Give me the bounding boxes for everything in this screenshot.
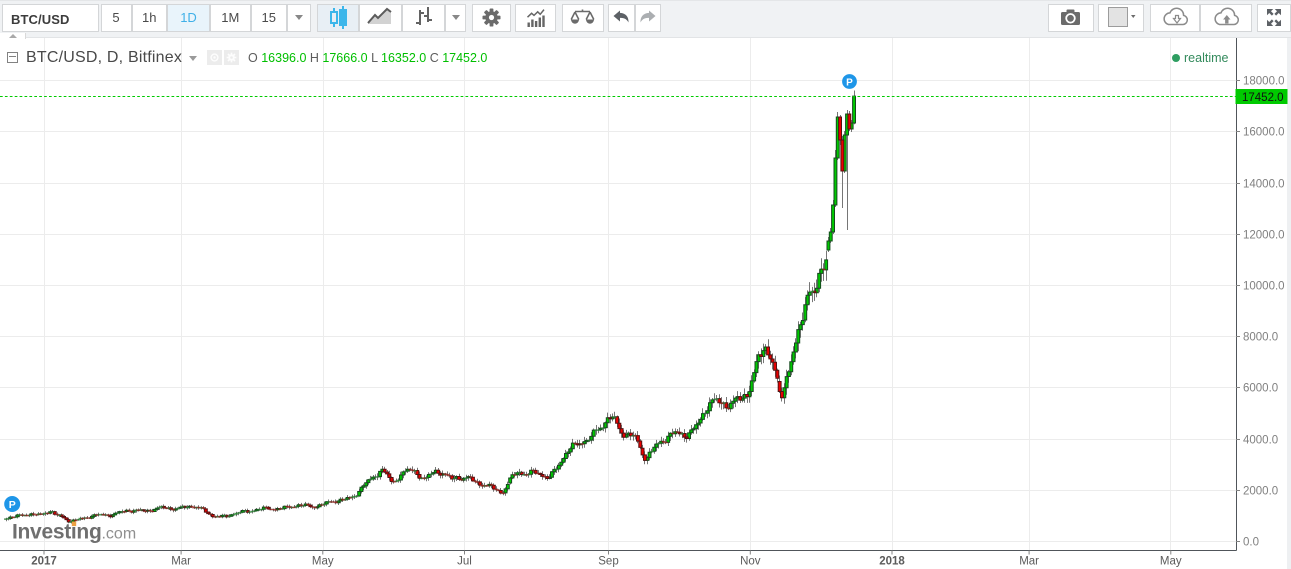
svg-text:16000.0: 16000.0 <box>1243 127 1285 139</box>
svg-text:4000.0: 4000.0 <box>1243 435 1278 447</box>
svg-text:Mar: Mar <box>1019 556 1039 568</box>
svg-text:12000.0: 12000.0 <box>1243 230 1285 242</box>
svg-text:Sep: Sep <box>598 556 618 568</box>
svg-text:2018: 2018 <box>879 556 905 568</box>
svg-text:17452.0: 17452.0 <box>1242 92 1284 104</box>
svg-text:14000.0: 14000.0 <box>1243 179 1285 191</box>
svg-text:Mar: Mar <box>171 556 191 568</box>
svg-text:Nov: Nov <box>740 556 761 568</box>
svg-text:Investing.com: Investing.com <box>12 521 136 544</box>
svg-text:May: May <box>312 556 334 568</box>
svg-text:May: May <box>1160 556 1182 568</box>
svg-text:P: P <box>846 77 853 88</box>
svg-text:realtime: realtime <box>1184 51 1229 65</box>
svg-text:Jul: Jul <box>457 556 472 568</box>
svg-text:18000.0: 18000.0 <box>1243 76 1285 88</box>
svg-text:6000.0: 6000.0 <box>1243 383 1278 395</box>
svg-text:2000.0: 2000.0 <box>1243 486 1278 498</box>
svg-text:P: P <box>9 499 16 511</box>
svg-text:10000.0: 10000.0 <box>1243 281 1285 293</box>
svg-text:2017: 2017 <box>31 556 57 568</box>
svg-text:0.0: 0.0 <box>1243 537 1259 549</box>
svg-text:8000.0: 8000.0 <box>1243 332 1278 344</box>
